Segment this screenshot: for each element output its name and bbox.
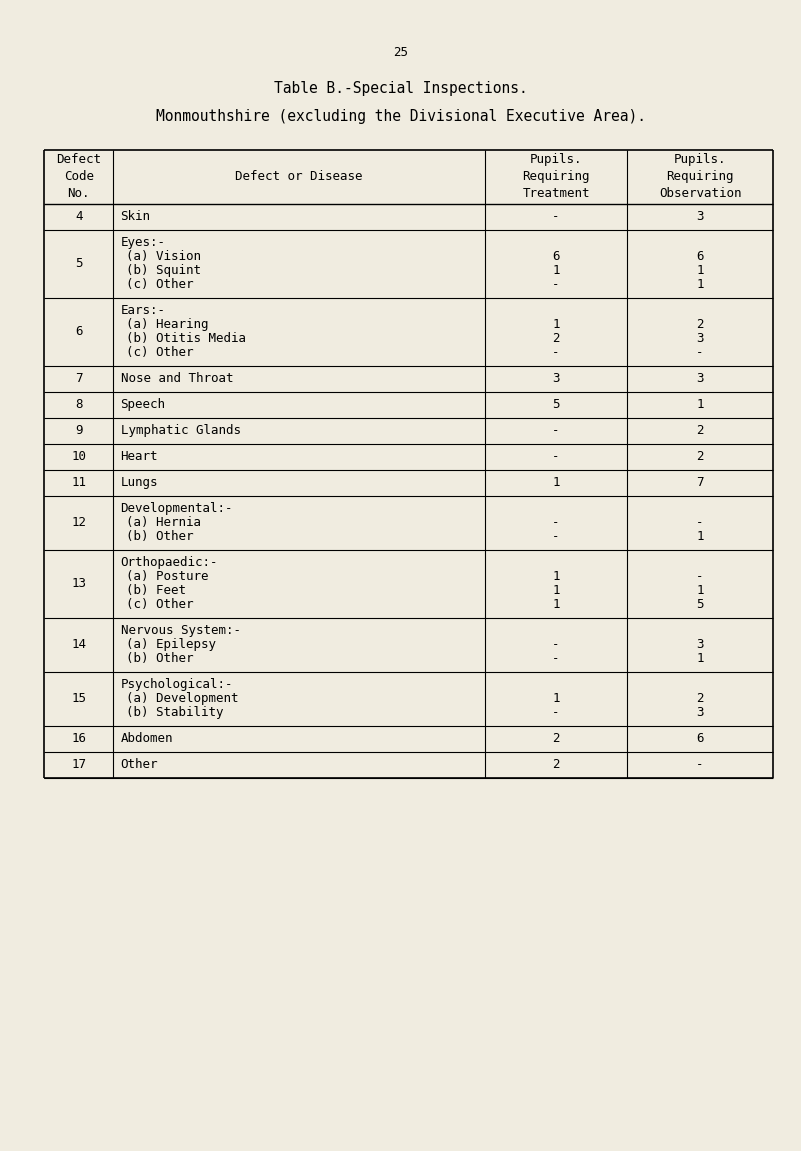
Text: Defect
Code
No.: Defect Code No. — [56, 153, 101, 200]
Text: -: - — [553, 211, 560, 223]
Text: 1: 1 — [553, 692, 560, 706]
Text: -: - — [553, 346, 560, 359]
Text: 2: 2 — [696, 692, 704, 706]
Text: (a) Hernia: (a) Hernia — [127, 516, 201, 529]
Text: Skin: Skin — [121, 211, 151, 223]
Text: 1: 1 — [553, 477, 560, 489]
Text: 25: 25 — [393, 46, 408, 59]
Text: Orthopaedic:-: Orthopaedic:- — [121, 556, 218, 569]
Text: 1: 1 — [553, 584, 560, 597]
Text: Pupils.
Requiring
Observation: Pupils. Requiring Observation — [659, 153, 741, 200]
Text: -: - — [553, 450, 560, 463]
Text: 3: 3 — [553, 372, 560, 386]
Text: (a) Vision: (a) Vision — [127, 250, 201, 264]
Text: 2: 2 — [553, 333, 560, 345]
Text: 1: 1 — [696, 398, 704, 411]
Text: 7: 7 — [75, 372, 83, 386]
Text: 3: 3 — [696, 333, 704, 345]
Text: Other: Other — [121, 759, 158, 771]
Text: 1: 1 — [696, 531, 704, 543]
Text: 12: 12 — [71, 516, 87, 529]
Text: Lungs: Lungs — [121, 477, 158, 489]
Text: (b) Other: (b) Other — [127, 653, 194, 665]
Text: 3: 3 — [696, 706, 704, 719]
Text: (a) Posture: (a) Posture — [127, 570, 209, 584]
Text: -: - — [696, 759, 704, 771]
Text: 1: 1 — [553, 318, 560, 331]
Text: 6: 6 — [553, 250, 560, 264]
Text: Lymphatic Glands: Lymphatic Glands — [121, 424, 240, 437]
Text: 10: 10 — [71, 450, 87, 463]
Text: -: - — [553, 279, 560, 291]
Text: Eyes:-: Eyes:- — [121, 236, 166, 249]
Text: 5: 5 — [75, 257, 83, 270]
Text: Pupils.
Requiring
Treatment: Pupils. Requiring Treatment — [522, 153, 590, 200]
Text: 8: 8 — [75, 398, 83, 411]
Text: (c) Other: (c) Other — [127, 279, 194, 291]
Text: -: - — [553, 516, 560, 529]
Text: 13: 13 — [71, 577, 87, 590]
Text: 2: 2 — [696, 424, 704, 437]
Text: (b) Feet: (b) Feet — [127, 584, 187, 597]
Text: 1: 1 — [553, 570, 560, 584]
Text: Speech: Speech — [121, 398, 166, 411]
Text: 2: 2 — [696, 318, 704, 331]
Text: Nose and Throat: Nose and Throat — [121, 372, 233, 386]
Text: (a) Epilepsy: (a) Epilepsy — [127, 638, 216, 651]
Text: 2: 2 — [553, 732, 560, 745]
Text: -: - — [696, 516, 704, 529]
Text: 11: 11 — [71, 477, 87, 489]
Text: 1: 1 — [696, 584, 704, 597]
Text: (a) Hearing: (a) Hearing — [127, 318, 209, 331]
Text: (b) Squint: (b) Squint — [127, 264, 201, 277]
Text: Ears:-: Ears:- — [121, 304, 166, 318]
Text: 2: 2 — [553, 759, 560, 771]
Text: 4: 4 — [75, 211, 83, 223]
Text: Psychological:-: Psychological:- — [121, 678, 233, 691]
Text: (a) Development: (a) Development — [127, 692, 239, 706]
Text: -: - — [553, 653, 560, 665]
Text: 17: 17 — [71, 759, 87, 771]
Text: (c) Other: (c) Other — [127, 346, 194, 359]
Text: -: - — [553, 706, 560, 719]
Text: 2: 2 — [696, 450, 704, 463]
Text: 16: 16 — [71, 732, 87, 745]
Text: -: - — [553, 424, 560, 437]
Text: 3: 3 — [696, 372, 704, 386]
Text: Defect or Disease: Defect or Disease — [235, 170, 363, 183]
Text: Monmouthshire (excluding the Divisional Executive Area).: Monmouthshire (excluding the Divisional … — [155, 109, 646, 124]
Text: 3: 3 — [696, 638, 704, 651]
Text: 5: 5 — [696, 599, 704, 611]
Text: Nervous System:-: Nervous System:- — [121, 624, 240, 638]
Text: 14: 14 — [71, 638, 87, 651]
Text: Table B.-Special Inspections.: Table B.-Special Inspections. — [274, 81, 527, 96]
Text: 6: 6 — [696, 732, 704, 745]
Text: 6: 6 — [75, 325, 83, 338]
Text: (b) Stability: (b) Stability — [127, 706, 224, 719]
Text: 5: 5 — [553, 398, 560, 411]
Text: 7: 7 — [696, 477, 704, 489]
Text: (b) Otitis Media: (b) Otitis Media — [127, 333, 247, 345]
Text: Heart: Heart — [121, 450, 158, 463]
Text: Abdomen: Abdomen — [121, 732, 173, 745]
Text: 3: 3 — [696, 211, 704, 223]
Text: 1: 1 — [696, 279, 704, 291]
Text: 6: 6 — [696, 250, 704, 264]
Text: 1: 1 — [553, 264, 560, 277]
Text: 15: 15 — [71, 692, 87, 706]
Text: -: - — [553, 531, 560, 543]
Text: 1: 1 — [696, 653, 704, 665]
Text: 9: 9 — [75, 424, 83, 437]
Text: -: - — [553, 638, 560, 651]
Text: (b) Other: (b) Other — [127, 531, 194, 543]
Text: 1: 1 — [553, 599, 560, 611]
Text: 1: 1 — [696, 264, 704, 277]
Text: (c) Other: (c) Other — [127, 599, 194, 611]
Text: Developmental:-: Developmental:- — [121, 502, 233, 516]
Text: -: - — [696, 346, 704, 359]
Text: -: - — [696, 570, 704, 584]
